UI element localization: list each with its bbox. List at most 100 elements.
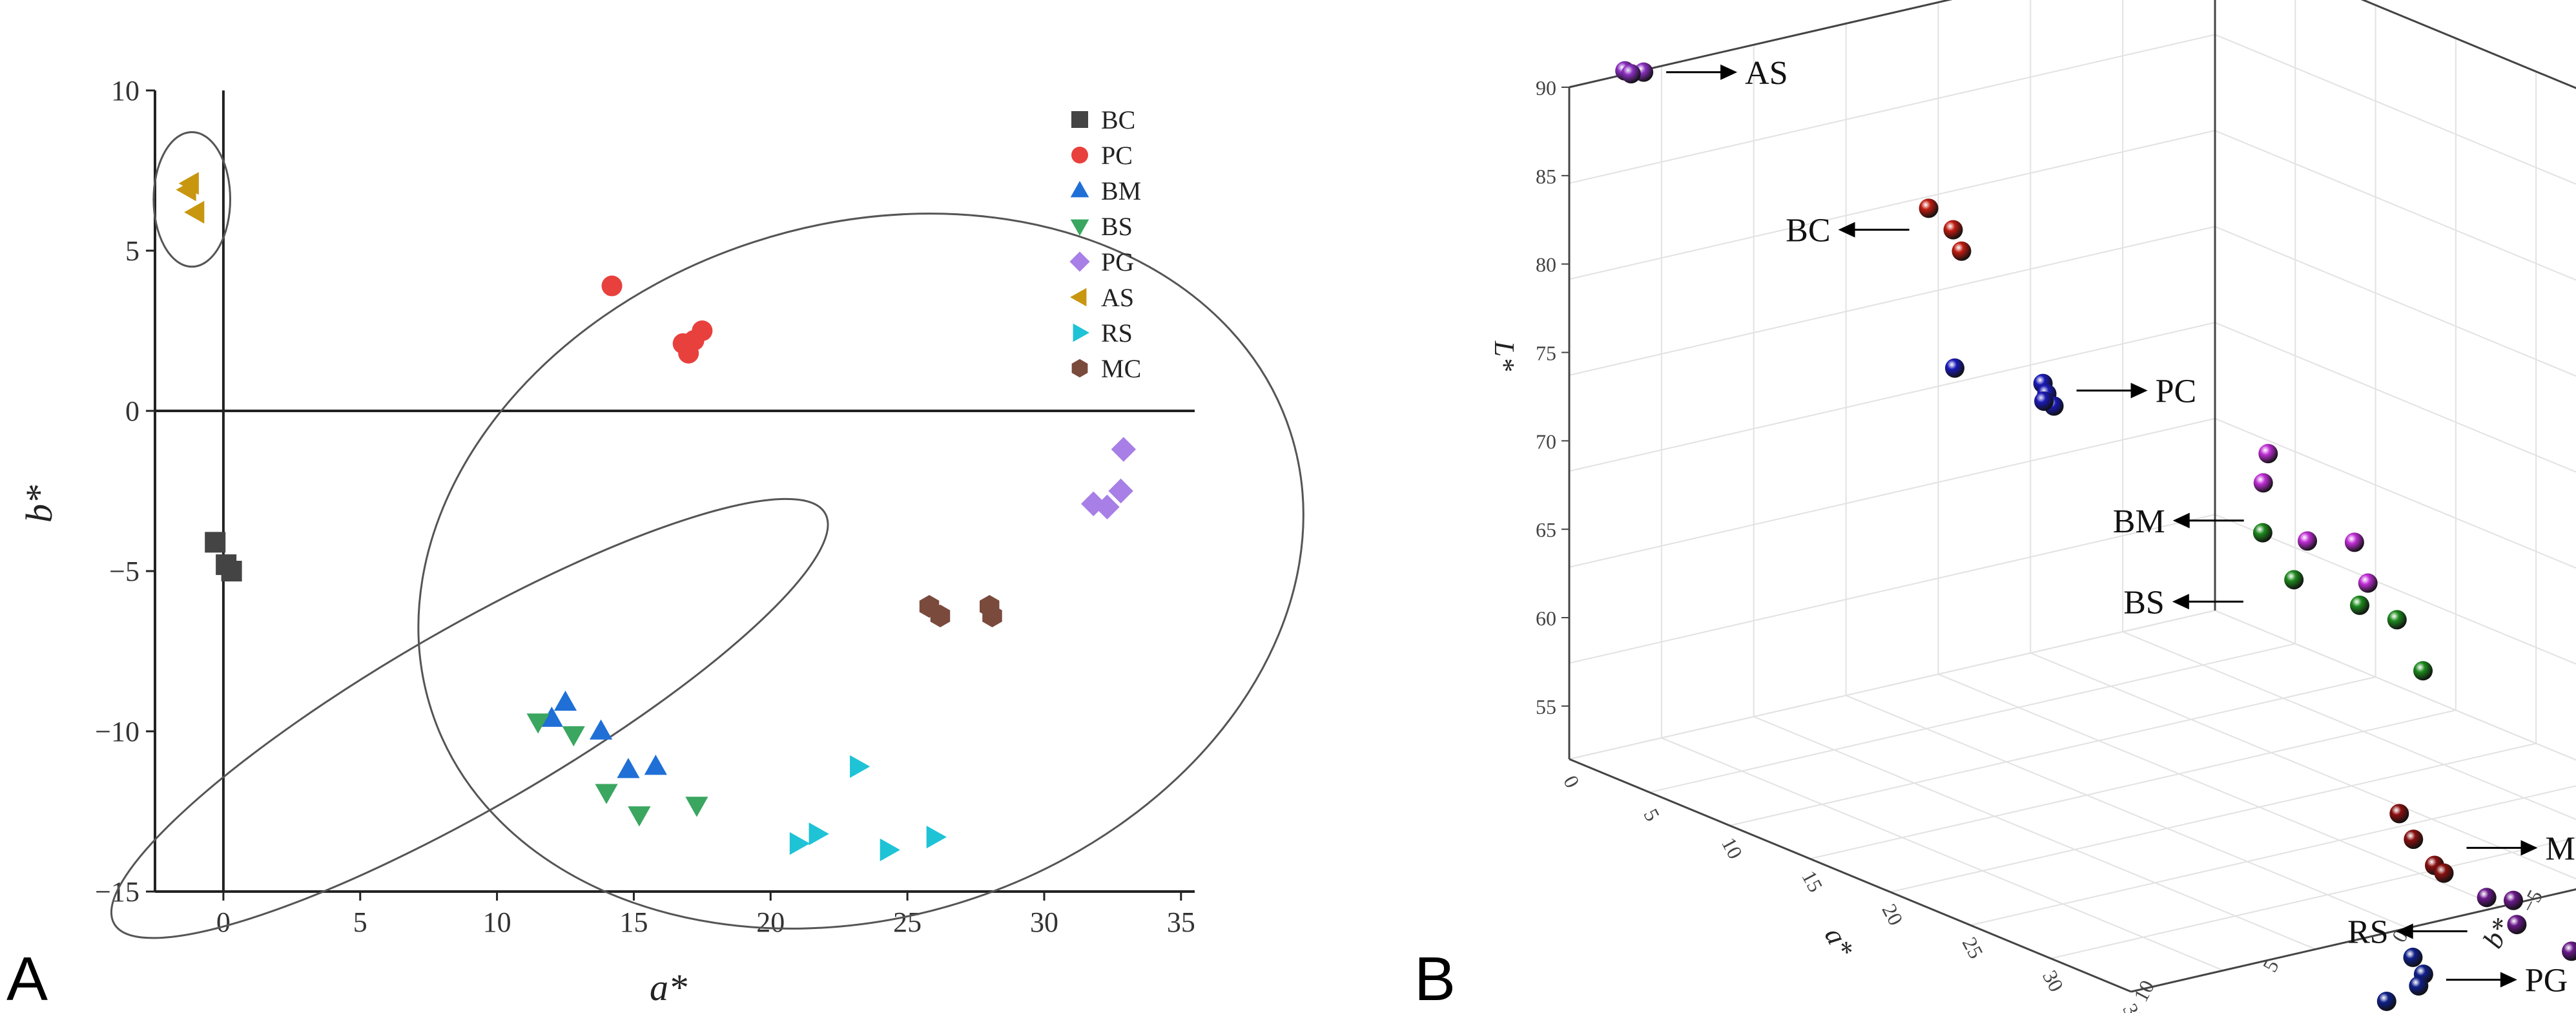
label-arrow-head — [2130, 382, 2148, 399]
point-pg — [1111, 437, 1137, 462]
x-tick-label: 30 — [2038, 966, 2068, 996]
x-tick-label: 10 — [1717, 833, 1747, 862]
point-bm — [2298, 531, 2318, 551]
group-label-mc: MC — [2545, 830, 2576, 867]
grid-line — [1569, 417, 2216, 568]
cluster-ellipse-3 — [417, 213, 1304, 930]
grid-line — [1649, 643, 2296, 793]
x-tick-label: 0 — [216, 906, 231, 938]
point-bm — [540, 706, 563, 727]
plot-area-a — [155, 90, 1195, 892]
label-arrow-head — [2396, 923, 2413, 939]
point-bm — [2344, 532, 2364, 552]
y-tick-label: −10 — [95, 716, 139, 747]
point-bs — [628, 806, 651, 827]
3d-grid — [1568, 0, 2576, 993]
legend-label-bs: BS — [1101, 212, 1133, 241]
point-pg — [1081, 491, 1106, 517]
group-label-bs: BS — [2123, 584, 2165, 621]
x-tick-label: 25 — [1958, 933, 1988, 962]
point-bs — [2387, 610, 2407, 630]
cluster-ellipse-1 — [152, 131, 232, 268]
x-tick-label: 30 — [1030, 906, 1058, 938]
point-pg — [1108, 478, 1133, 504]
z-tick-label: 90 — [1536, 76, 1556, 99]
x-tick-label: 15 — [1797, 867, 1828, 896]
legend-marker-pc — [1071, 147, 1088, 163]
grid-line — [1569, 130, 2216, 280]
label-arrow-head — [2172, 594, 2189, 610]
grid-line — [2214, 610, 2576, 761]
point-rs — [2504, 890, 2523, 910]
grid-line — [2122, 631, 2576, 820]
y-tick-label: 10 — [111, 75, 139, 107]
point-rs — [850, 755, 871, 778]
point-mc — [2404, 830, 2424, 850]
grid-line — [1569, 34, 2216, 184]
point-rs — [926, 826, 947, 849]
point-bs — [2413, 661, 2433, 681]
z-axis-label: L* — [1489, 340, 1520, 371]
z-tick-label: 75 — [1536, 342, 1556, 365]
legend-label-as: AS — [1101, 283, 1134, 312]
point-pg — [1095, 494, 1120, 519]
point-pc — [2034, 391, 2054, 411]
legend-marker-bc — [1071, 111, 1088, 128]
x-tick-label: 25 — [893, 906, 922, 938]
group-label-bm: BM — [2113, 503, 2165, 540]
legend: BC PC BM BS PG AS RS MC — [1069, 105, 1141, 383]
grid-line — [2214, 34, 2576, 185]
point-pc — [692, 320, 713, 341]
grid-line — [1569, 225, 2216, 376]
point-bs — [562, 726, 585, 747]
group-label-bc: BC — [1786, 213, 1830, 249]
panel-label-b: B — [1414, 945, 1456, 1013]
point-rs — [2477, 888, 2497, 908]
y-tick-label: 10 — [2128, 976, 2159, 1005]
legend-marker-rs — [1073, 323, 1089, 342]
x-tick-label: 20 — [756, 906, 785, 938]
grid-line — [1569, 610, 2216, 760]
3d-data-points — [1615, 61, 2576, 1011]
point-bc — [1919, 198, 1939, 218]
y-tick-label: 0 — [125, 395, 139, 427]
point-as — [184, 200, 205, 224]
x-tick-label: 35 — [1167, 906, 1195, 938]
grid-line — [1753, 716, 2316, 950]
y-axis-label: b* — [18, 485, 60, 523]
point-mc — [982, 604, 1002, 628]
grid-line — [1970, 785, 2576, 926]
point-pc — [1944, 358, 1964, 378]
x-tick-label: 10 — [483, 906, 511, 938]
x-axis-label: a* — [650, 966, 687, 1008]
z-tick-label: 55 — [1536, 695, 1556, 718]
legend-label-pc: PC — [1101, 141, 1133, 170]
point-bs — [2284, 570, 2304, 590]
z-tick-label: 70 — [1536, 430, 1556, 453]
grid-line — [2030, 652, 2576, 880]
group-label-rs: RS — [2347, 914, 2389, 950]
point-bc — [1943, 220, 1963, 240]
point-pg — [2376, 991, 2396, 1011]
x-tick-label: 5 — [1639, 805, 1664, 825]
3d-axis-ticks: 556065707580859005101520253035−15−10−505… — [1489, 76, 2547, 1013]
axis-edge — [1569, 758, 2132, 993]
point-bm — [2253, 473, 2273, 493]
point-bm — [553, 690, 577, 711]
label-arrow-head — [2520, 840, 2538, 856]
cluster-ellipse-2 — [110, 497, 829, 939]
label-arrow-head — [1838, 222, 1855, 238]
z-tick-label: 65 — [1536, 518, 1556, 541]
point-as — [176, 178, 196, 202]
point-bs — [526, 713, 550, 734]
data-points-a — [176, 172, 1137, 862]
point-bm — [590, 719, 613, 740]
point-mc — [2389, 804, 2409, 824]
point-bs — [2350, 595, 2369, 615]
point-rs — [2507, 915, 2527, 935]
grid-line — [2214, 417, 2576, 569]
legend-label-bc: BC — [1101, 105, 1135, 134]
legend-label-rs: RS — [1101, 319, 1133, 348]
